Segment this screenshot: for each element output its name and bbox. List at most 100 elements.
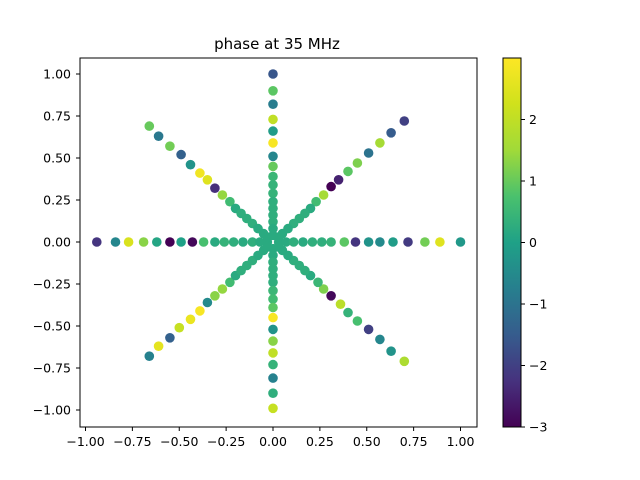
x-tick-label: −0.25 [207, 434, 245, 449]
data-point [152, 237, 162, 247]
data-point [268, 302, 278, 313]
data-point [144, 121, 155, 131]
data-point [268, 210, 278, 220]
data-points [92, 69, 466, 414]
data-point [210, 237, 220, 247]
x-tick-label: 0.75 [400, 434, 428, 449]
x-axis-ticks: −1.00 −0.75 −0.50 −0.25 0.00 0.25 0.50 0.75 1.00 [66, 427, 474, 449]
data-point [238, 237, 248, 247]
data-point [268, 138, 278, 148]
colorbar-tick-label: −3 [529, 420, 547, 435]
data-point [176, 149, 186, 160]
y-tick-label: 0.75 [43, 109, 71, 124]
data-point [268, 151, 278, 162]
data-point [268, 69, 278, 79]
data-point [375, 138, 385, 148]
data-point [268, 336, 278, 346]
data-point [268, 223, 278, 234]
data-point [185, 159, 196, 170]
data-point [352, 158, 363, 168]
colorbar [502, 57, 522, 428]
data-point [138, 237, 149, 247]
data-point [165, 141, 175, 151]
data-point [420, 237, 430, 247]
y-tick-label: 0.00 [43, 235, 71, 250]
data-point [268, 126, 278, 136]
x-tick-label: 0.50 [353, 434, 381, 449]
chart-title: phase at 35 MHz [214, 35, 340, 53]
data-point [318, 284, 329, 294]
data-point [268, 388, 278, 399]
data-point [298, 237, 308, 247]
data-point [255, 237, 265, 247]
data-point [268, 264, 278, 274]
data-point [165, 333, 175, 343]
data-point [268, 270, 278, 281]
data-point [399, 116, 410, 126]
data-point [363, 324, 374, 335]
data-point [326, 181, 336, 192]
data-point [123, 237, 134, 247]
data-point [198, 237, 209, 247]
x-tick-label: −1.00 [66, 434, 104, 449]
x-tick-label: 0.25 [306, 434, 334, 449]
data-point [307, 237, 318, 247]
y-tick-label: 0.50 [43, 151, 71, 166]
data-point [333, 175, 344, 185]
data-point [165, 237, 175, 247]
data-point [268, 403, 278, 414]
y-tick-label: 0.25 [43, 193, 71, 208]
data-point [363, 237, 374, 247]
data-point [281, 237, 291, 247]
colorbar-tick-label: 1 [529, 174, 537, 189]
y-tick-label: 1.00 [43, 67, 71, 82]
data-point [262, 242, 273, 252]
data-point [228, 237, 239, 247]
data-point [217, 190, 228, 200]
data-point [388, 237, 398, 247]
data-point [403, 237, 413, 247]
data-point [202, 297, 213, 308]
y-tick-label: −0.75 [33, 361, 71, 376]
colorbar-tick-label: −1 [529, 297, 547, 312]
data-point [326, 291, 336, 301]
data-point [268, 171, 278, 182]
data-point [268, 359, 278, 370]
data-point [268, 203, 278, 214]
data-point [273, 232, 284, 242]
data-point [153, 131, 164, 141]
data-point [375, 237, 385, 247]
data-point [386, 346, 396, 357]
data-point [363, 148, 374, 158]
data-point [176, 237, 186, 247]
data-point [335, 299, 346, 310]
data-point [268, 99, 278, 109]
colorbar-ticks: 2 1 0 −1 −2 −3 [521, 112, 547, 435]
data-point [311, 196, 321, 207]
data-point [455, 237, 466, 247]
data-point [219, 237, 230, 247]
data-point [202, 175, 213, 185]
data-point [217, 284, 228, 294]
data-point [399, 356, 410, 367]
data-point [318, 190, 329, 200]
data-point [262, 232, 273, 242]
colorbar-tick-label: −2 [529, 358, 547, 373]
data-point [350, 237, 361, 247]
data-point [110, 237, 121, 247]
data-point [375, 334, 385, 345]
data-point [313, 277, 323, 288]
x-tick-label: −0.75 [113, 434, 151, 449]
data-point [339, 237, 350, 247]
data-point [247, 237, 258, 247]
data-point [268, 277, 278, 288]
data-point [352, 316, 363, 326]
data-point [92, 237, 102, 247]
data-point [268, 285, 278, 296]
colorbar-tick-label: 2 [529, 112, 537, 127]
data-point [268, 294, 278, 304]
data-point [268, 312, 278, 323]
data-point [386, 128, 396, 138]
data-point [343, 166, 353, 177]
data-point [225, 196, 235, 207]
